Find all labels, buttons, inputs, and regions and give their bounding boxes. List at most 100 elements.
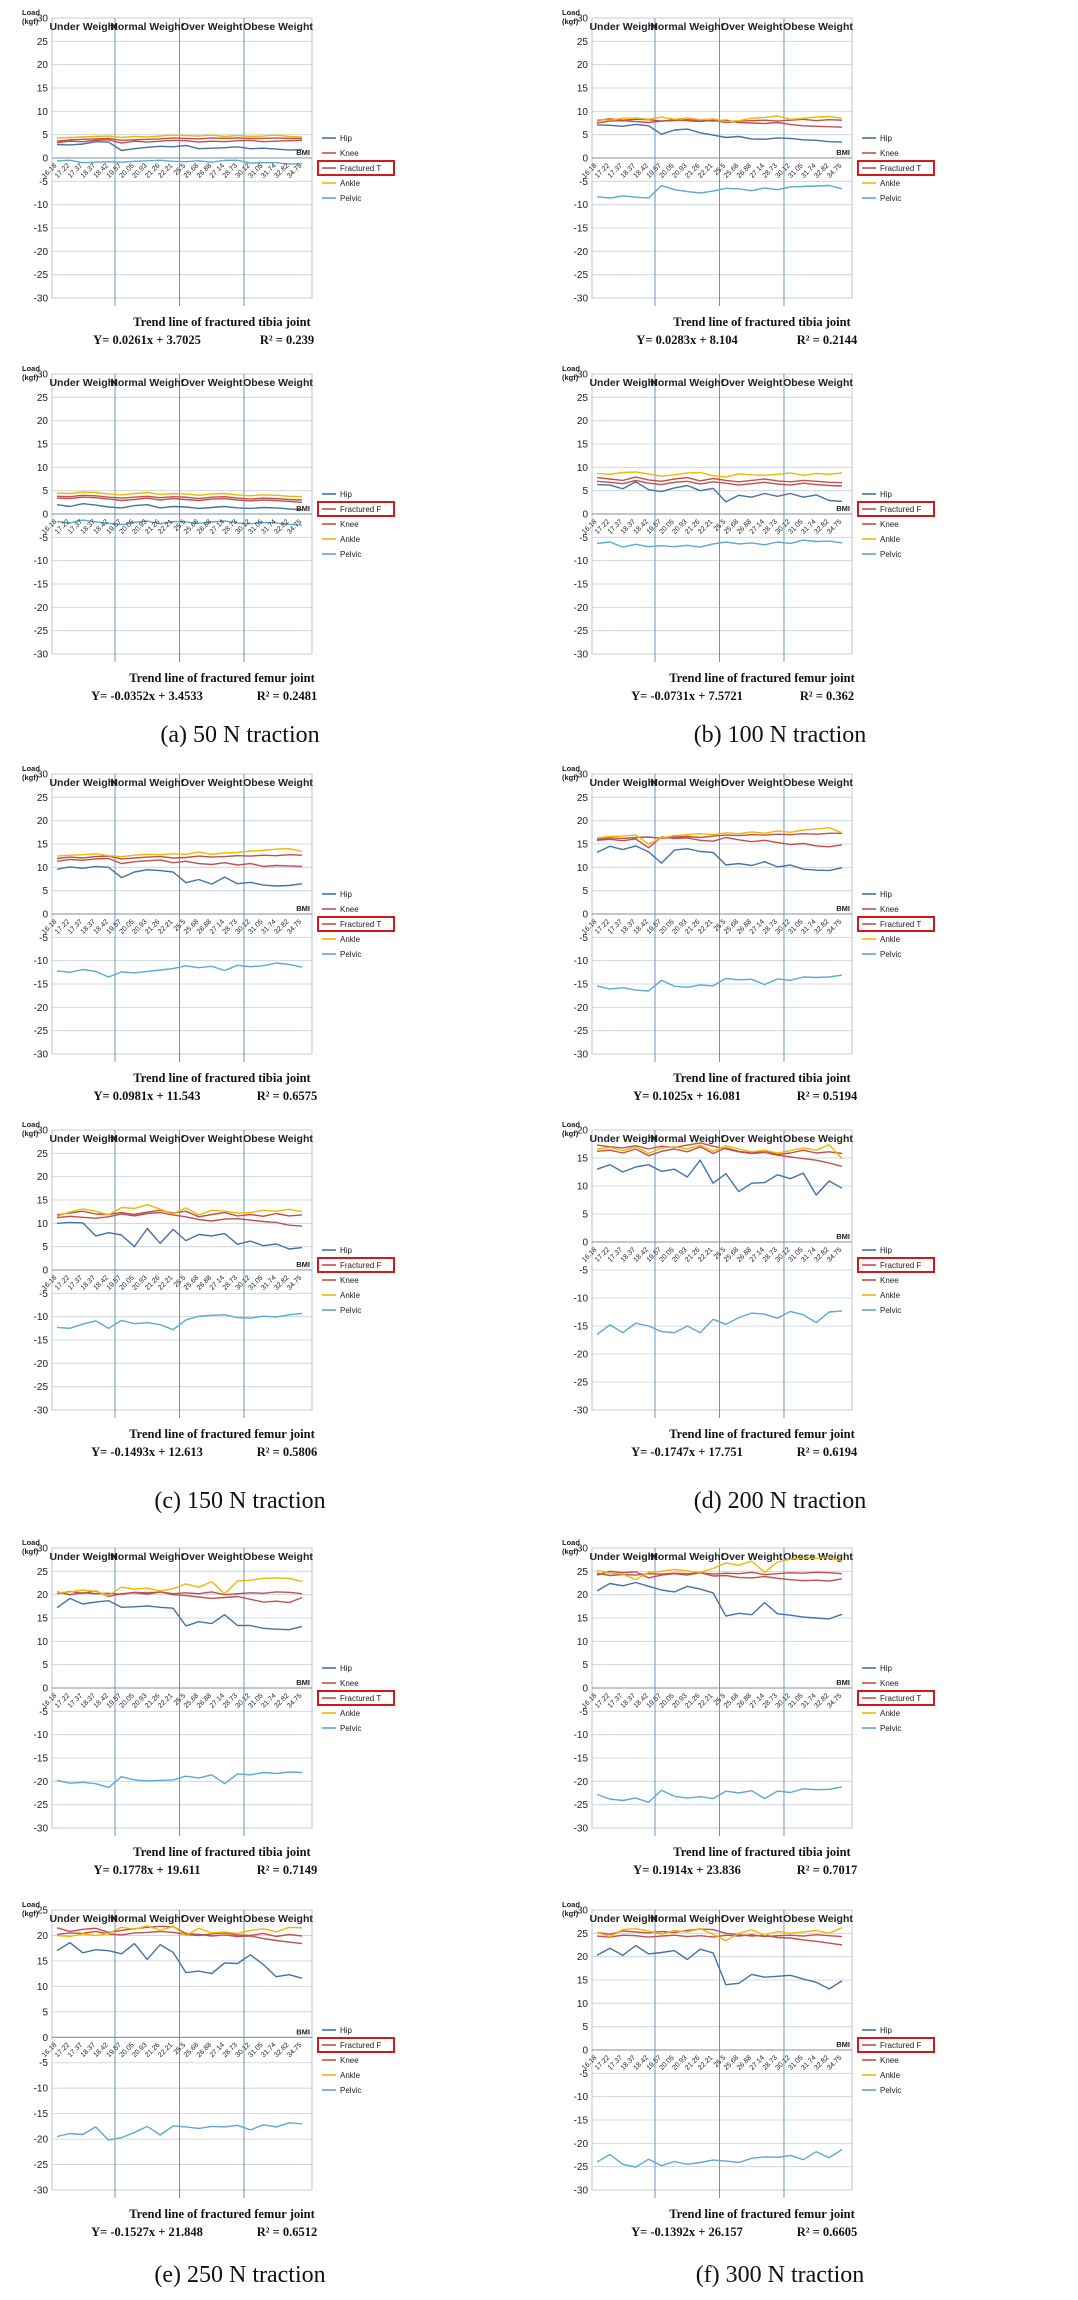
region-label: Normal Weight (650, 1551, 724, 1563)
legend-label: Pelvic (880, 2086, 901, 2095)
x-axis-unit: BMI (296, 504, 310, 513)
y-tick-label: 30 (577, 370, 589, 381)
y-tick-label: 0 (42, 154, 48, 165)
series-line-ankle (56, 847, 303, 858)
region-label: Obese Weight (243, 1551, 313, 1563)
legend-label: Knee (880, 149, 899, 158)
y-tick-label: 30 (37, 1544, 49, 1555)
series-line-knee (596, 1934, 843, 1938)
y-tick-label: 0 (42, 1684, 48, 1695)
series-line-fractured-f (56, 496, 303, 503)
region-label: Normal Weight (650, 777, 724, 789)
legend-label: Pelvic (340, 1306, 361, 1315)
trend-title: Trend line of fractured femur joint (669, 671, 855, 685)
region-label: Obese Weight (243, 1133, 313, 1145)
legend-label: Pelvic (880, 194, 901, 203)
region-label: Normal Weight (110, 1913, 184, 1925)
legend-label: Knee (340, 1679, 359, 1688)
caption-a: (a) 50 N traction (160, 722, 320, 748)
y-tick-label: 15 (577, 1154, 589, 1165)
region-label: Obese Weight (783, 377, 853, 389)
caption-b: (b) 100 N traction (693, 722, 867, 748)
legend-label: Knee (340, 149, 359, 158)
series-line-fractured-f (596, 1928, 843, 1946)
region-label: Obese Weight (243, 777, 313, 789)
y-tick-label: -25 (34, 1026, 49, 1037)
chart-a-tibia: -30 -25 -20 -15 -10 -5 0 5 10 15 20 25 30 Load (kgf) Un… (20, 8, 460, 353)
y-tick-label: 25 (37, 1906, 49, 1917)
region-label: Obese Weight (243, 377, 313, 389)
region-label: Over Weight (181, 1133, 243, 1145)
legend-label: Hip (880, 134, 893, 143)
trend-equation: Y= 0.0283x + 8.104 (636, 333, 738, 347)
y-axis-label-unit: (kgf) (22, 1129, 39, 1138)
y-tick-label: 20 (577, 1952, 589, 1963)
chart-a-femur: -30 -25 -20 -15 -10 -5 0 5 10 15 20 25 30 Load (kgf) Un… (20, 364, 460, 709)
y-tick-label: 0 (582, 154, 588, 165)
series-line-fractured-t (596, 118, 843, 124)
series-line-pelvic (56, 1771, 303, 1789)
trend-title: Trend line of fractured femur joint (669, 2207, 855, 2221)
y-tick-label: 15 (577, 840, 589, 851)
y-tick-label: -15 (34, 980, 49, 991)
legend-label: Fractured T (340, 920, 381, 929)
legend-label: Ankle (880, 2071, 901, 2080)
x-axis-unit: BMI (296, 148, 310, 157)
y-tick-label: 30 (37, 14, 49, 25)
region-label: Under Weight (589, 1551, 658, 1563)
legend-label: Ankle (880, 179, 901, 188)
chart-b-tibia: -30 -25 -20 -15 -10 -5 0 5 10 15 20 25 30 Load (kgf) Un… (560, 8, 1000, 353)
region-label: Over Weight (181, 1551, 243, 1563)
y-axis-label-load: Load (562, 1120, 580, 1129)
series-line-ankle (56, 1577, 303, 1597)
y-tick-label: -25 (34, 1800, 49, 1811)
y-tick-label: 5 (42, 2007, 48, 2018)
series-line-hip (56, 502, 303, 511)
legend-label: Ankle (880, 535, 901, 544)
series-line-pelvic (56, 519, 303, 526)
y-tick-label: 5 (42, 886, 48, 897)
region-label: Normal Weight (650, 1913, 724, 1925)
region-label: Under Weight (49, 777, 118, 789)
x-axis-unit: BMI (296, 904, 310, 913)
series-line-knee (56, 494, 303, 501)
y-tick-label: 30 (577, 1544, 589, 1555)
y-tick-label: -25 (574, 626, 589, 637)
series-line-knee (596, 1146, 843, 1157)
y-axis-label-unit: (kgf) (562, 1129, 579, 1138)
y-tick-label: 15 (37, 1956, 49, 1967)
y-tick-label: -30 (34, 1406, 49, 1417)
y-tick-label: 20 (37, 416, 49, 427)
y-tick-label: 25 (577, 793, 589, 804)
y-tick-label: -20 (574, 1003, 589, 1014)
legend-label: Pelvic (340, 194, 361, 203)
series-line-hip (596, 123, 843, 143)
chart-e-tibia: -30 -25 -20 -15 -10 -5 0 5 10 15 20 25 30 Load (kgf) Un… (20, 1538, 460, 1883)
legend-label: Fractured F (340, 1261, 381, 1270)
region-label: Under Weight (49, 1913, 118, 1925)
series-line-knee (56, 139, 303, 144)
legend-label: Ankle (880, 1291, 901, 1300)
y-tick-label: 5 (582, 2022, 588, 2033)
region-label: Obese Weight (783, 1913, 853, 1925)
y-tick-label: -10 (34, 200, 49, 211)
series-line-pelvic (596, 1786, 843, 1803)
region-label: Under Weight (589, 21, 658, 33)
series-line-pelvic (56, 962, 303, 978)
legend-label: Knee (880, 1679, 899, 1688)
y-tick-label: 10 (577, 1999, 589, 2010)
y-tick-label: -30 (34, 1824, 49, 1835)
region-label: Under Weight (589, 377, 658, 389)
r-squared: R² = 0.6575 (257, 1089, 318, 1103)
legend-highlight-box (857, 2037, 935, 2053)
trend-equation: Y= 0.1778x + 19.611 (94, 1863, 201, 1877)
y-tick-label: 30 (37, 370, 49, 381)
legend-label: Knee (880, 2056, 899, 2065)
y-tick-label: -10 (574, 200, 589, 211)
legend-highlight-box (317, 2037, 395, 2053)
y-tick-label: 10 (577, 1182, 589, 1193)
region-label: Obese Weight (783, 1133, 853, 1145)
